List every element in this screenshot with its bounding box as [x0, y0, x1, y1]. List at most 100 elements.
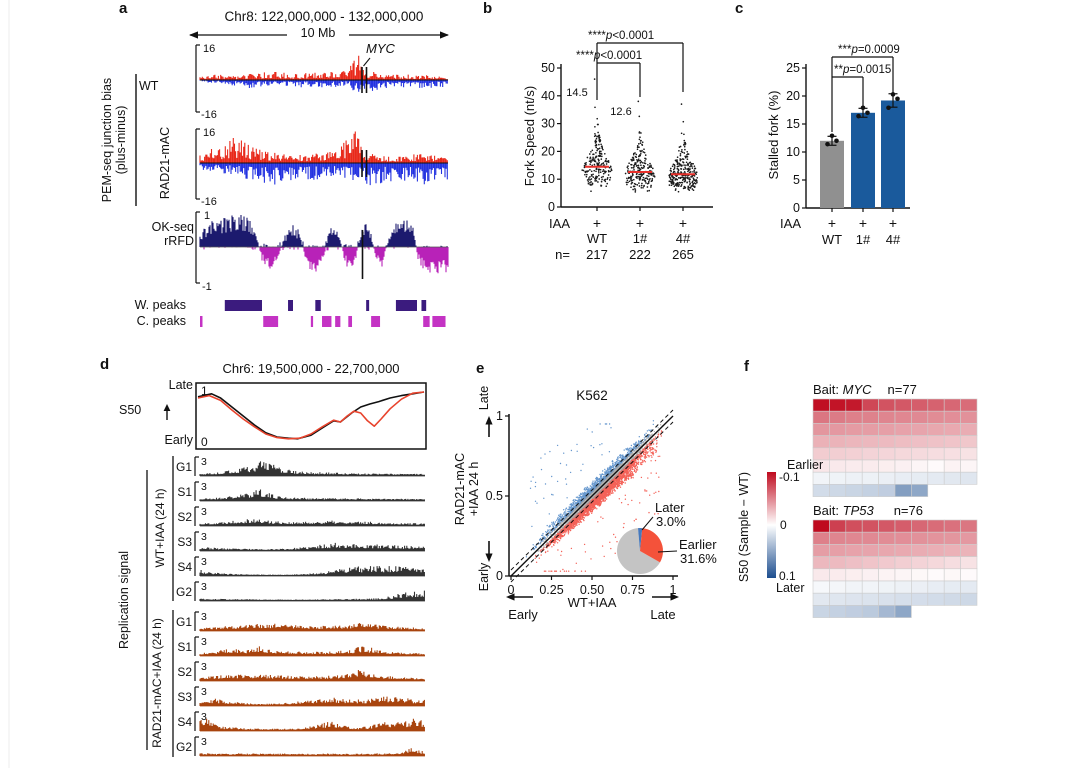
svg-text:4#: 4# — [676, 231, 691, 246]
map1-gene: MYC — [842, 382, 872, 397]
panel-f-colorbar-axis-label: S50 (Sample − WT) — [737, 471, 751, 583]
svg-text:16: 16 — [203, 43, 215, 55]
panel-a-ylabel-line2: (plus-minus) — [114, 105, 128, 175]
svg-text:1: 1 — [201, 384, 208, 398]
svg-text:WT+IAA: WT+IAA — [568, 595, 617, 610]
panel-b-ylabel: Fork Speed (nt/s) — [522, 85, 537, 187]
svg-text:+: + — [636, 215, 644, 231]
panel-a-letter: a — [119, 0, 128, 17]
panel-c-ylabel: Stalled fork (%) — [766, 90, 781, 180]
svg-text:10: 10 — [541, 172, 555, 186]
panel-f-graphics: -0.1 0 0.1 — [767, 398, 978, 618]
svg-text:12.6: 12.6 — [610, 106, 631, 118]
svg-text:3: 3 — [201, 711, 207, 723]
panel-d-letter: d — [100, 356, 110, 373]
map2-n: n=76 — [893, 503, 923, 518]
panel-a-okseq-label1: OK-seq — [151, 220, 194, 234]
svg-text:S4: S4 — [177, 560, 192, 574]
panel-c-letter: c — [735, 0, 744, 17]
svg-text:50: 50 — [541, 61, 555, 75]
panel-a-track2-label: RAD21-mAC — [158, 126, 172, 200]
panel-b-letter: b — [483, 0, 493, 17]
svg-text:3: 3 — [201, 611, 207, 623]
svg-text:-16: -16 — [201, 109, 217, 121]
svg-text:0.1: 0.1 — [779, 569, 796, 583]
svg-text:S4: S4 — [177, 715, 192, 729]
panel-f-letter: f — [744, 358, 749, 375]
panel-a-gene-label: MYC — [366, 41, 395, 56]
svg-text:Late: Late — [650, 607, 675, 622]
panel-f-map2-title: Bait: TP53 n=76 — [813, 503, 923, 518]
panel-d-late-label: Late — [168, 378, 193, 392]
svg-text:4#: 4# — [886, 232, 901, 247]
svg-text:0: 0 — [780, 518, 787, 532]
svg-text:1: 1 — [204, 210, 210, 222]
panel-b-graphics: 0 10 20 30 40 50 14.5 12.6 ****p<0.0001 ****p<0.0… — [541, 30, 713, 262]
svg-text:10: 10 — [786, 145, 800, 159]
panel-e-letter: e — [476, 360, 485, 377]
svg-text:0.5: 0.5 — [486, 489, 503, 503]
svg-text:1: 1 — [670, 583, 677, 597]
svg-text:0: 0 — [793, 201, 800, 215]
svg-text:3: 3 — [201, 481, 207, 493]
svg-text:3: 3 — [201, 636, 207, 648]
panel-d-group2-label: RAD21-mAC+IAA (24 h) — [150, 618, 164, 748]
svg-text:Later: Later — [655, 500, 685, 515]
svg-text:Late: Late — [477, 386, 491, 410]
svg-text:30: 30 — [541, 117, 555, 131]
svg-text:20: 20 — [786, 89, 800, 103]
svg-text:0.25: 0.25 — [539, 583, 563, 597]
svg-text:G2: G2 — [176, 585, 192, 599]
svg-text:265: 265 — [672, 247, 694, 262]
svg-text:0.75: 0.75 — [620, 583, 644, 597]
panel-d-graphics: 1 0 3 G1 3 S1 3 S2 3 S3 3 S4 3 G2 3 G1 3 S1 3 S2 3 S3 3 S4 3 G2 — [146, 382, 427, 757]
svg-text:G2: G2 — [176, 740, 192, 754]
panel-a-track1-label: WT — [139, 79, 159, 93]
svg-text:3: 3 — [201, 456, 207, 468]
map1-n: n=77 — [887, 382, 917, 397]
svg-text:-1: -1 — [202, 281, 212, 293]
svg-text:0: 0 — [508, 583, 515, 597]
svg-text:IAA: IAA — [549, 216, 570, 231]
svg-text:Earlier: Earlier — [679, 537, 717, 552]
svg-text:Early: Early — [477, 562, 491, 591]
svg-text:n=: n= — [555, 247, 570, 262]
svg-text:S1: S1 — [177, 640, 192, 654]
svg-text:S1: S1 — [177, 485, 192, 499]
svg-text:1#: 1# — [856, 232, 871, 247]
panel-a-cpeaks-label: C. peaks — [136, 314, 186, 328]
map2-prefix: Bait: — [813, 503, 843, 518]
panel-d-group1-label: WT+IAA (24 h) — [153, 488, 167, 568]
panel-e-title: K562 — [576, 388, 608, 403]
panel-f-colorbar-top-label: Earlier — [787, 458, 824, 472]
panel-a-graphics: 16 -16 16 -16 1 -1 — [135, 31, 449, 327]
svg-text:31.6%: 31.6% — [680, 551, 717, 566]
svg-text:+: + — [828, 215, 836, 231]
svg-text:40: 40 — [541, 89, 555, 103]
svg-text:20: 20 — [541, 144, 555, 158]
svg-text:S2: S2 — [177, 665, 192, 679]
svg-text:***p=0.0009: ***p=0.0009 — [838, 44, 900, 56]
panel-a-okseq-label2: rRFD — [164, 234, 194, 248]
svg-text:3: 3 — [201, 531, 207, 543]
panel-f-map1-title: Bait: MYC n=77 — [813, 382, 917, 397]
svg-text:0.50: 0.50 — [580, 583, 604, 597]
svg-text:G1: G1 — [176, 615, 192, 629]
svg-text:16: 16 — [203, 127, 215, 139]
panel-d-title: Chr6: 19,500,000 - 22,700,000 — [222, 361, 400, 376]
panel-e-ylabel-line2: +IAA 24 h — [467, 461, 481, 517]
svg-text:+: + — [859, 215, 867, 231]
svg-text:G1: G1 — [176, 460, 192, 474]
map1-prefix: Bait: — [813, 382, 843, 397]
panel-d-s50-label: S50 — [119, 403, 142, 417]
svg-text:S3: S3 — [177, 690, 192, 704]
svg-text:1: 1 — [496, 409, 503, 423]
svg-text:+: + — [889, 215, 897, 231]
svg-text:5: 5 — [793, 173, 800, 187]
svg-text:217: 217 — [586, 247, 608, 262]
svg-text:+: + — [679, 215, 687, 231]
svg-text:222: 222 — [629, 247, 651, 262]
